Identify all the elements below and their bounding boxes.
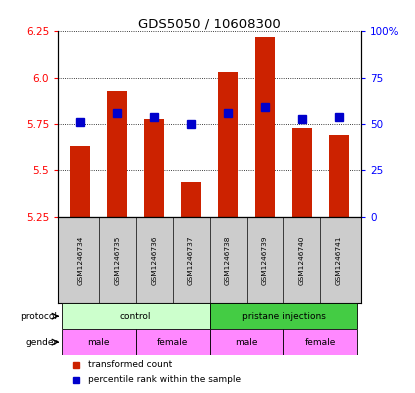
Bar [70,146,90,217]
Bar [283,329,357,355]
Text: GSM1246741: GSM1246741 [336,235,342,285]
Text: GSM1246734: GSM1246734 [77,235,83,285]
Title: GDS5050 / 10608300: GDS5050 / 10608300 [138,17,281,30]
Text: male: male [88,338,110,347]
Text: female: female [305,338,336,347]
Text: gender: gender [25,338,57,347]
Text: GSM1246735: GSM1246735 [114,235,120,285]
Text: GSM1246739: GSM1246739 [262,235,268,285]
Bar [144,119,164,217]
Text: GSM1246736: GSM1246736 [151,235,157,285]
Text: female: female [157,338,188,347]
Text: transformed count: transformed count [88,360,173,369]
Text: control: control [120,312,151,321]
Bar [62,303,210,329]
Bar [210,329,283,355]
Bar [292,128,312,217]
Text: protocol: protocol [20,312,57,321]
Bar [210,303,357,329]
Bar [181,182,201,217]
Bar [107,91,127,217]
Text: pristane injections: pristane injections [242,312,325,321]
Text: male: male [235,338,258,347]
Bar [255,37,275,217]
Text: percentile rank within the sample: percentile rank within the sample [88,375,242,384]
Bar [62,329,136,355]
Text: GSM1246738: GSM1246738 [225,235,231,285]
Bar [329,135,349,217]
Bar [136,329,210,355]
Text: GSM1246737: GSM1246737 [188,235,194,285]
Text: GSM1246740: GSM1246740 [299,235,305,285]
Bar [218,72,238,217]
